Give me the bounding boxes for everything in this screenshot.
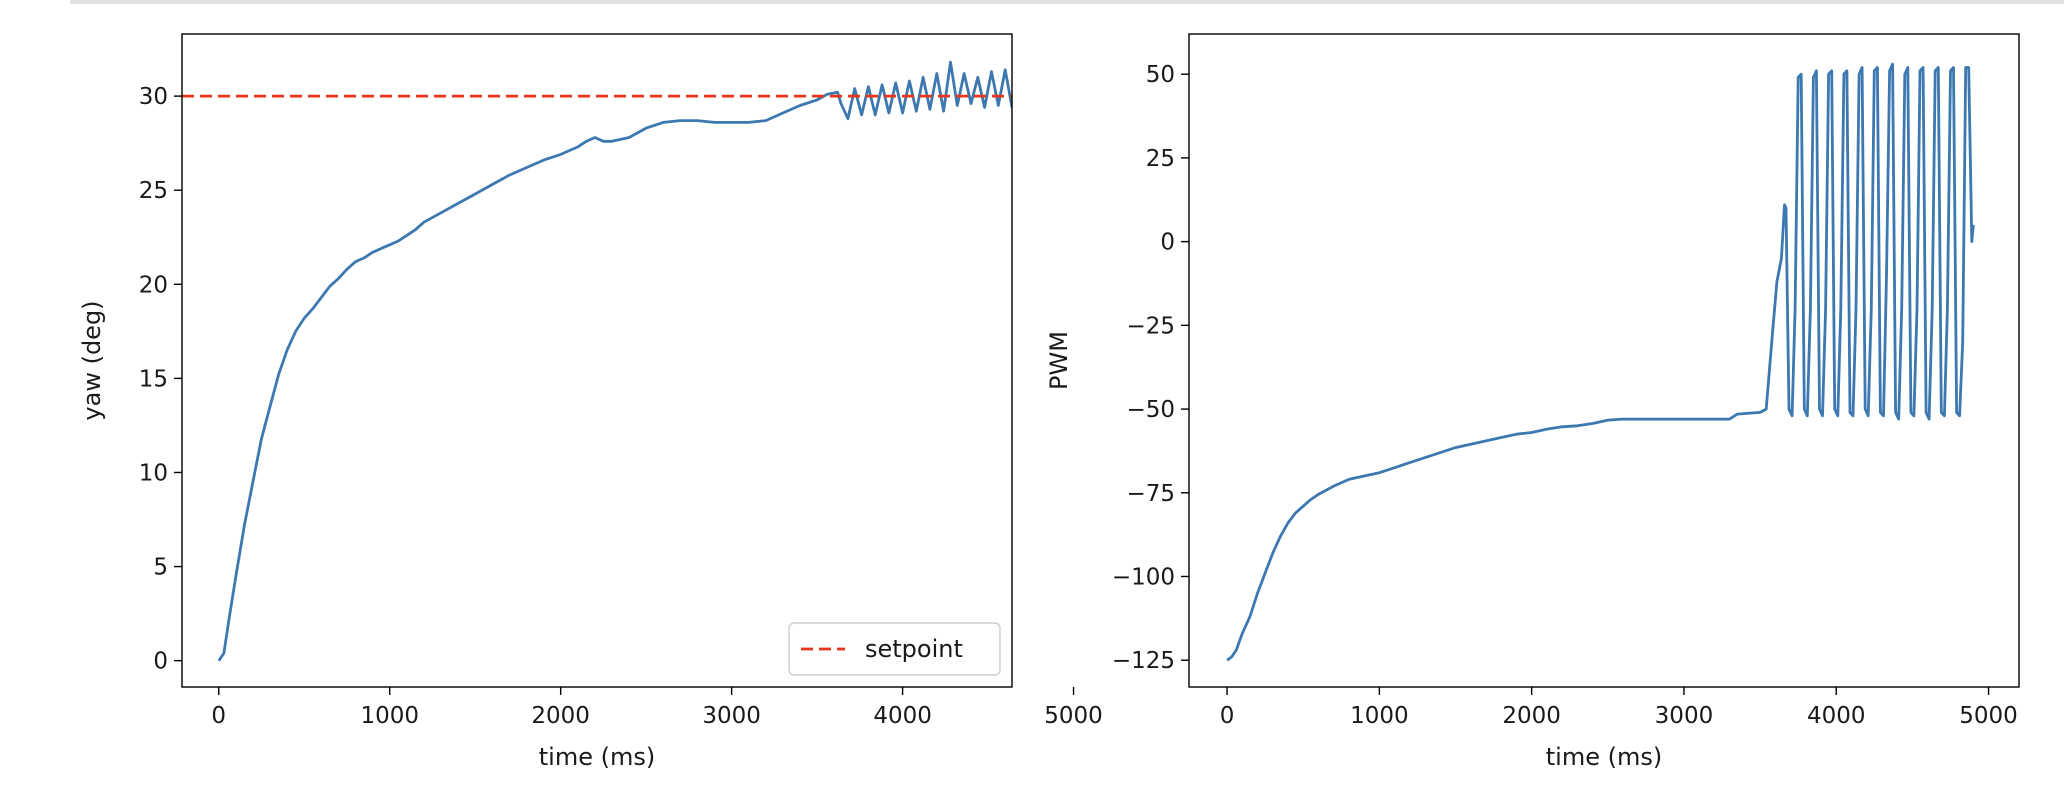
y-tick-label: 15	[139, 366, 168, 392]
y-tick-label: 30	[139, 84, 168, 110]
x-tick-label: 5000	[1959, 703, 2018, 729]
legend-box	[788, 622, 1001, 676]
x-tick-label: 2000	[531, 703, 590, 729]
plot-frame	[1188, 33, 2020, 688]
chart-1: 0 1000 2000 3000 4000 5000 0 5 10 15 20 25 30 time (m…	[78, 33, 1103, 771]
x-tick-label: 1000	[360, 703, 419, 729]
x-tick-label: 0	[1220, 703, 1235, 729]
legend: setpoint	[788, 622, 1001, 676]
y-tick-label: 25	[1146, 146, 1175, 172]
chart-2: 0 1000 2000 3000 4000 5000 −125 −100 −75 −50 −25 0 2…	[1045, 33, 2020, 771]
x-tick-label: 2000	[1502, 703, 1561, 729]
y-axis-label: yaw (deg)	[78, 300, 106, 420]
y-tick-label: 10	[139, 460, 168, 486]
x-tick-label: 5000	[1044, 703, 1103, 729]
x-tick-label: 0	[211, 703, 226, 729]
y-tick-label: −50	[1126, 397, 1175, 423]
x-tick-label: 1000	[1350, 703, 1409, 729]
y-tick-label: 0	[153, 649, 168, 675]
y-axis-label: PWM	[1045, 331, 1073, 390]
x-axis-label: time (ms)	[539, 743, 655, 771]
y-tick-label: 5	[153, 555, 168, 581]
x-tick-label: 3000	[1655, 703, 1714, 729]
x-tick-label: 3000	[702, 703, 761, 729]
y-tick-label: 25	[139, 178, 168, 204]
x-axis-label: time (ms)	[1546, 743, 1662, 771]
legend-label: setpoint	[865, 635, 963, 663]
y-tick-label: 20	[139, 272, 168, 298]
data-series-line-1	[1226, 62, 1975, 662]
y-tick-label: −25	[1126, 313, 1175, 339]
top-border-line	[70, 0, 2064, 4]
plot-frame	[181, 33, 1013, 688]
y-tick-label: −75	[1126, 481, 1175, 507]
x-tick-label: 4000	[873, 703, 932, 729]
y-tick-label: −125	[1112, 648, 1175, 674]
y-tick-label: 0	[1160, 230, 1175, 256]
data-series-line-1	[217, 60, 1012, 662]
y-tick-label: 50	[1146, 62, 1175, 88]
y-tick-label: −100	[1112, 564, 1175, 590]
x-tick-label: 4000	[1807, 703, 1866, 729]
